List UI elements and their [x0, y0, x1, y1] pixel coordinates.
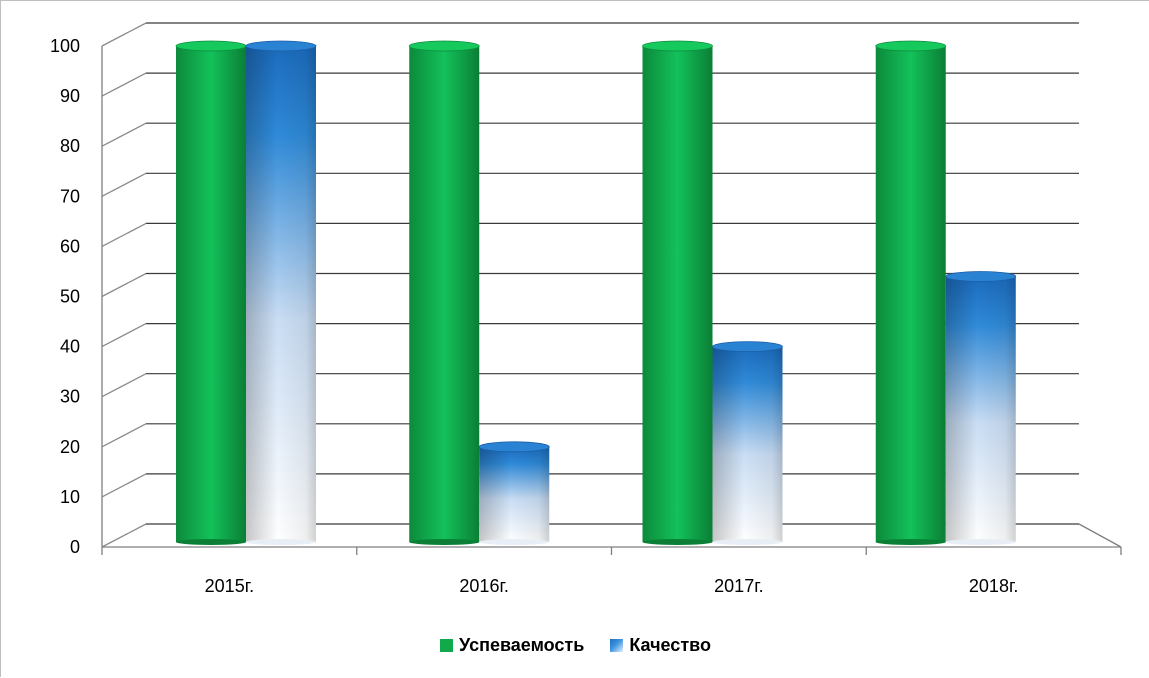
- gridline-diagonal: [101, 122, 147, 147]
- y-tick-label: 10: [60, 487, 80, 507]
- bar-body: [642, 46, 713, 542]
- bar-base: [642, 539, 713, 545]
- y-tick-label: 100: [50, 36, 80, 56]
- y-tick-label: 40: [60, 337, 80, 357]
- bar-body: [409, 46, 480, 542]
- bar-kachestvo: [712, 341, 783, 545]
- bar-cap: [175, 40, 247, 52]
- bar-cap: [408, 40, 480, 52]
- bar-body: [875, 46, 946, 542]
- bar-kachestvo: [245, 40, 317, 545]
- bar-base: [246, 539, 316, 545]
- floor-edge: [1078, 523, 1122, 548]
- bar-base: [409, 539, 480, 545]
- bar-kachestvo: [945, 271, 1017, 545]
- x-tick-label: 2018г.: [969, 576, 1018, 596]
- bar-cap: [945, 271, 1017, 282]
- legend-swatch-blue: [610, 638, 624, 652]
- bar-uspevaemost: [175, 40, 247, 545]
- y-tick-label: 50: [60, 287, 80, 307]
- y-tick-label: 20: [60, 437, 80, 457]
- bar-shade: [479, 446, 550, 542]
- y-tick-label: 60: [60, 236, 80, 256]
- bar-uspevaemost: [642, 40, 713, 545]
- tick-labels: 0 10 20 30 40 50 60 70 80 90 100 2015г. 2016г. 2017г.…: [50, 36, 1018, 596]
- bar-base: [176, 539, 246, 545]
- legend-label: Качество: [629, 634, 711, 655]
- bar-cap: [478, 441, 550, 453]
- y-tick-label: 90: [60, 86, 80, 106]
- bar-cap: [642, 40, 713, 52]
- legend-swatch-green: [440, 638, 454, 652]
- gridline-diagonal: [101, 222, 147, 247]
- bars: [175, 40, 1017, 545]
- legend: Успеваемость Качество: [1, 628, 1149, 662]
- bar-uspevaemost: [408, 40, 480, 545]
- y-tick-label: 70: [60, 186, 80, 206]
- legend-item-uspevaemost: Успеваемость: [440, 635, 584, 656]
- bar-shade: [945, 276, 1016, 542]
- bar-base: [712, 539, 783, 545]
- y-tick-label: 0: [70, 537, 80, 557]
- gridline-diagonal: [101, 373, 147, 398]
- y-tick-label: 30: [60, 387, 80, 407]
- gridline-diagonal: [101, 523, 147, 548]
- bar-uspevaemost: [875, 40, 947, 545]
- legend-item-kachestvo: Качество: [610, 635, 711, 656]
- axes: [101, 46, 1122, 555]
- gridline-diagonal: [101, 172, 147, 197]
- x-tick-label: 2017г.: [714, 576, 763, 596]
- gridline-diagonal: [101, 22, 147, 47]
- x-tick-label: 2016г.: [459, 576, 508, 596]
- y-tick-label: 80: [60, 136, 80, 156]
- bar-shade: [246, 46, 316, 542]
- gridline-diagonal: [101, 72, 147, 97]
- legend-label: Успеваемость: [459, 634, 585, 655]
- bar-body: [176, 46, 246, 542]
- gridline-diagonal: [101, 423, 147, 448]
- bar-cap: [875, 40, 947, 52]
- bar-base: [875, 539, 946, 545]
- gridline-diagonal: [101, 272, 147, 298]
- bar-shade: [712, 346, 783, 542]
- bar-kachestvo: [478, 441, 550, 545]
- gridline-diagonal: [101, 473, 147, 498]
- bar-cap: [712, 341, 783, 353]
- gridline-diagonal: [101, 323, 147, 348]
- bar-cap: [245, 40, 317, 52]
- x-tick-label: 2015г.: [205, 576, 254, 596]
- bar-base: [479, 539, 550, 545]
- bar-base: [945, 539, 1016, 545]
